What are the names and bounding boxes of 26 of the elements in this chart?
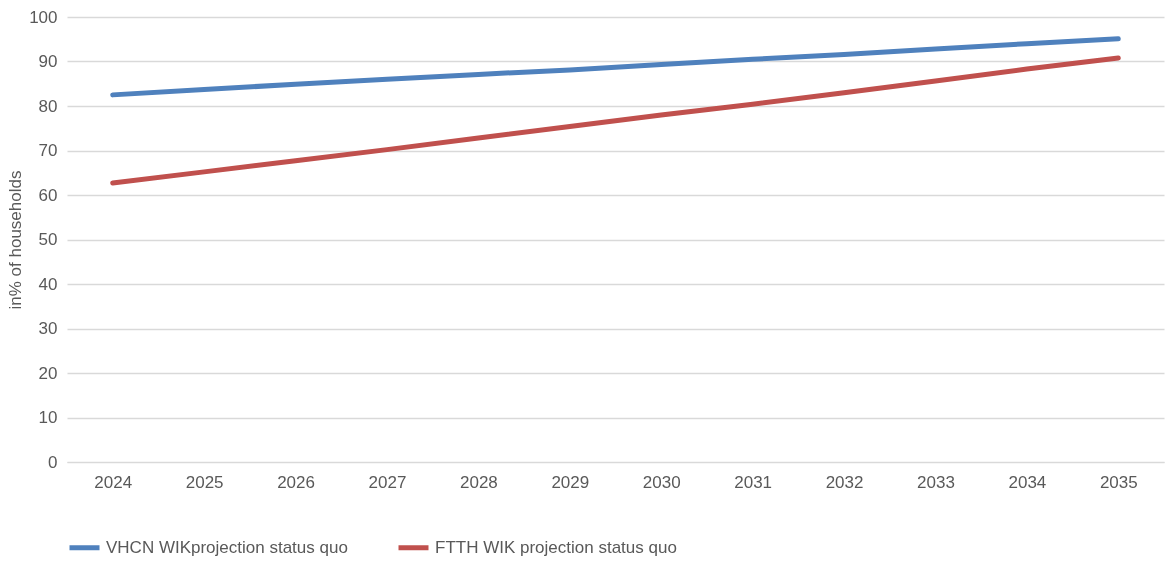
x-tick-label: 2030 [642,472,681,492]
x-tick-label: 2033 [917,472,955,492]
y-tick-label: 50 [38,230,58,249]
x-tick-label: 2027 [368,472,407,492]
y-tick-label: 30 [38,319,58,338]
y-tick-label: 40 [38,274,58,294]
x-tick-label: 2025 [185,472,224,492]
x-tick-label: 2031 [734,472,773,492]
y-tick-label: 80 [38,96,58,116]
y-tick-label: 20 [38,363,58,383]
y-tick-label: 0 [48,452,58,472]
y-tick-label: 60 [38,185,58,205]
legend-label: VHCN WIKprojection status quo [106,537,348,557]
x-tick-label: 2028 [459,472,498,492]
legend-label: FTTH WIK projection status quo [435,537,677,557]
y-axis-title: in% of households [6,170,26,310]
y-tick-label: 70 [38,141,58,160]
y-tick-label: 10 [38,408,58,427]
y-tick-label: 90 [38,52,58,71]
x-tick-label: 2024 [94,472,133,492]
y-tick-label: 100 [29,7,58,27]
x-tick-label: 2026 [277,472,315,492]
x-tick-label: 2029 [551,472,590,492]
x-tick-label: 2034 [1008,472,1047,492]
x-tick-label: 2032 [825,472,864,492]
x-tick-label: 2035 [1099,472,1138,492]
